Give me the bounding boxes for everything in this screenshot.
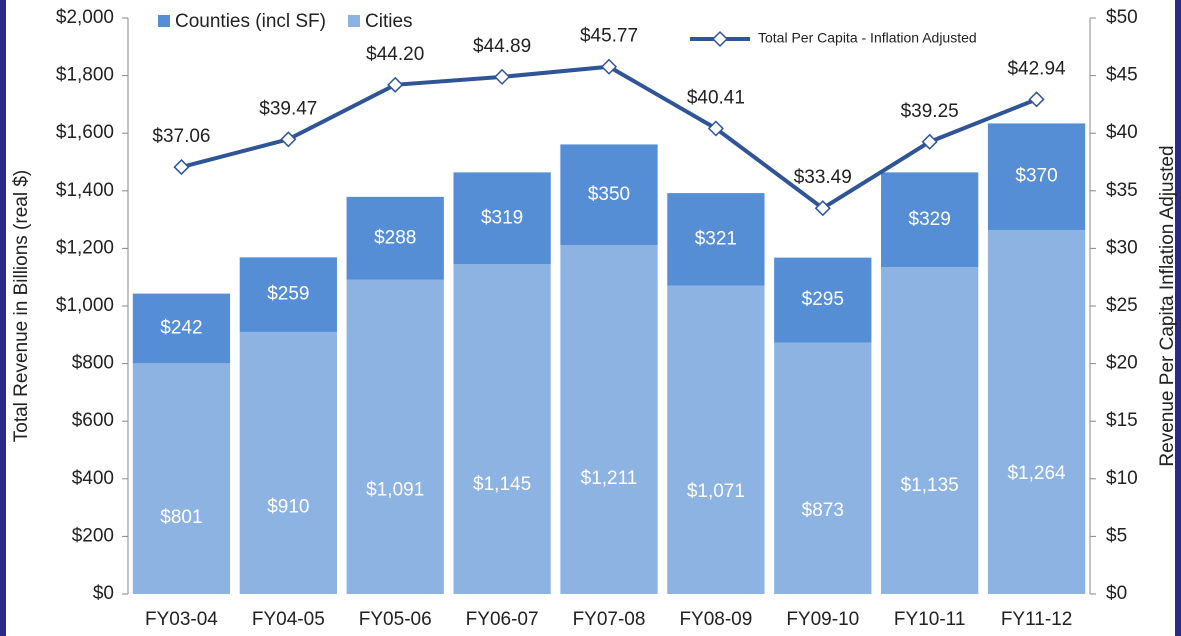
y-tick-label: $600 [72, 410, 114, 431]
line-value-label: $37.06 [152, 126, 210, 147]
bar-segment [239, 257, 337, 332]
bar-segment [667, 193, 765, 286]
bar-segment [881, 172, 979, 268]
y2-tick-label: $30 [1106, 237, 1138, 258]
line-marker [494, 68, 511, 85]
y-tick-label: $2,000 [56, 7, 114, 28]
y2-tick-label: $25 [1106, 295, 1138, 316]
x-tick-label: FY10-11 [894, 609, 965, 630]
bar-segment [667, 285, 765, 594]
bar-segment [239, 331, 337, 594]
bar-segment [346, 196, 444, 280]
bar-segment [774, 342, 872, 594]
line-value-label: $33.49 [794, 167, 852, 188]
line-value-label: $39.25 [901, 101, 959, 122]
line-marker [387, 76, 404, 93]
line-value-label: $42.94 [1007, 58, 1066, 79]
y2-tick-label: $50 [1106, 7, 1138, 28]
y2-tick-label: $15 [1106, 410, 1138, 431]
y-tick-label: $1,800 [56, 65, 114, 86]
bar-segment [987, 229, 1086, 594]
value-label: $873 [802, 500, 844, 521]
legend-label: Cities [365, 11, 413, 32]
line-marker [173, 159, 190, 176]
line-value-label: $44.20 [366, 44, 424, 65]
x-tick-label: FY08-09 [679, 609, 752, 630]
line-marker [814, 200, 831, 217]
line-marker [707, 120, 724, 137]
value-label: $319 [481, 207, 523, 228]
y-tick-label: $800 [72, 353, 114, 374]
x-tick-label: FY11-12 [1001, 609, 1072, 630]
line-marker [600, 58, 618, 75]
bar-segment [453, 172, 551, 265]
value-label: $321 [695, 228, 737, 249]
y-tick-label: $400 [72, 468, 114, 489]
bar-segment [132, 363, 231, 594]
legend-swatch [348, 15, 360, 27]
y2-tick-label: $5 [1106, 525, 1127, 546]
y2-tick-label: $35 [1106, 180, 1138, 201]
value-label: $1,264 [1007, 463, 1066, 484]
value-label: $259 [267, 284, 309, 305]
value-label: $1,091 [366, 479, 424, 500]
x-tick-label: FY06-07 [466, 609, 539, 630]
y-tick-label: $0 [93, 583, 114, 604]
y-tick-label: $200 [72, 525, 114, 546]
bar-segment [774, 257, 872, 343]
value-label: $295 [802, 289, 844, 310]
bar-segment [987, 123, 1086, 230]
line-value-label: $39.47 [259, 98, 317, 119]
x-tick-label: FY09-10 [786, 609, 859, 630]
y2-axis-label: Revenue Per Capita Inflation Adjusted [1157, 145, 1178, 466]
y2-tick-label: $20 [1106, 353, 1138, 374]
line-marker [921, 133, 938, 150]
legend-marker [711, 30, 729, 48]
line-value-label: $45.77 [580, 26, 638, 47]
value-label: $801 [160, 507, 202, 528]
value-label: $910 [267, 497, 309, 518]
line-value-label: $40.41 [687, 87, 745, 108]
x-tick-label: FY05-06 [359, 609, 432, 630]
x-tick-label: FY04-05 [252, 609, 325, 630]
legend-swatch [158, 15, 170, 27]
value-label: $288 [374, 227, 416, 248]
y2-tick-label: $45 [1106, 65, 1138, 86]
x-tick-label: FY07-08 [573, 609, 646, 630]
line-value-label: $44.89 [473, 36, 531, 57]
value-label: $242 [160, 317, 202, 338]
legend-label: Counties (incl SF) [175, 11, 326, 32]
value-label: $1,145 [473, 474, 531, 495]
line-marker [1028, 91, 1045, 108]
y-tick-label: $1,200 [56, 237, 114, 258]
y-tick-label: $1,600 [56, 122, 114, 143]
bar-segment [881, 267, 979, 594]
bar-segment [560, 144, 658, 246]
value-label: $1,071 [687, 481, 745, 502]
y-tick-label: $1,000 [56, 295, 114, 316]
value-label: $329 [909, 209, 951, 230]
legend-label: Total Per Capita - Inflation Adjusted [758, 30, 977, 46]
bar-segment [560, 245, 658, 594]
line-marker [280, 131, 297, 148]
y-axis-label: Total Revenue in Billions (real $) [11, 170, 32, 442]
bar-segment [346, 279, 444, 594]
bar-segment [453, 264, 551, 594]
bar-segment [132, 293, 231, 364]
y2-tick-label: $10 [1106, 468, 1138, 489]
y-tick-label: $1,400 [56, 180, 114, 201]
x-tick-label: FY03-04 [145, 609, 218, 630]
value-label: $1,135 [901, 475, 959, 496]
y2-tick-label: $40 [1106, 122, 1138, 143]
value-label: $1,211 [581, 468, 638, 489]
value-label: $370 [1015, 166, 1057, 187]
value-label: $350 [588, 184, 630, 205]
y2-tick-label: $0 [1106, 583, 1127, 604]
